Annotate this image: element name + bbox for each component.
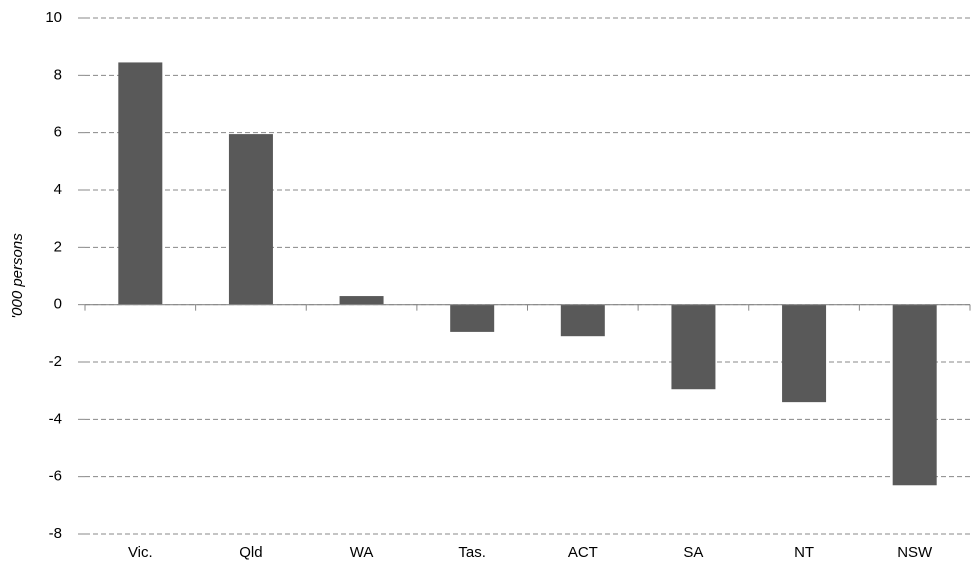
x-tick-label: Vic. <box>128 544 153 561</box>
y-tick-label: 0 <box>54 296 62 313</box>
bar <box>339 296 384 305</box>
x-tick-label: NSW <box>897 544 933 561</box>
bar <box>560 304 605 337</box>
x-tick-label: Tas. <box>458 544 486 561</box>
y-tick-label: 6 <box>54 124 62 141</box>
bar <box>228 134 273 305</box>
y-tick-label: -6 <box>49 468 62 485</box>
bar <box>118 62 163 305</box>
bar <box>892 304 937 486</box>
y-tick-label: -8 <box>49 525 62 542</box>
bar <box>782 304 827 403</box>
y-tick-label: 2 <box>54 238 62 255</box>
x-tick-label: WA <box>350 544 374 561</box>
x-tick-label: NT <box>794 544 814 561</box>
y-tick-label: 8 <box>54 66 62 83</box>
y-tick-label: 4 <box>54 181 62 198</box>
y-tick-label: 10 <box>45 9 62 26</box>
x-tick-label: ACT <box>568 544 598 561</box>
y-tick-label: -2 <box>49 353 62 370</box>
x-tick-label: SA <box>683 544 703 561</box>
bar <box>671 304 716 390</box>
y-axis-label: '000 persons <box>9 233 26 319</box>
y-tick-label: -4 <box>49 410 62 427</box>
x-tick-label: Qld <box>239 544 262 561</box>
bar <box>450 304 495 332</box>
